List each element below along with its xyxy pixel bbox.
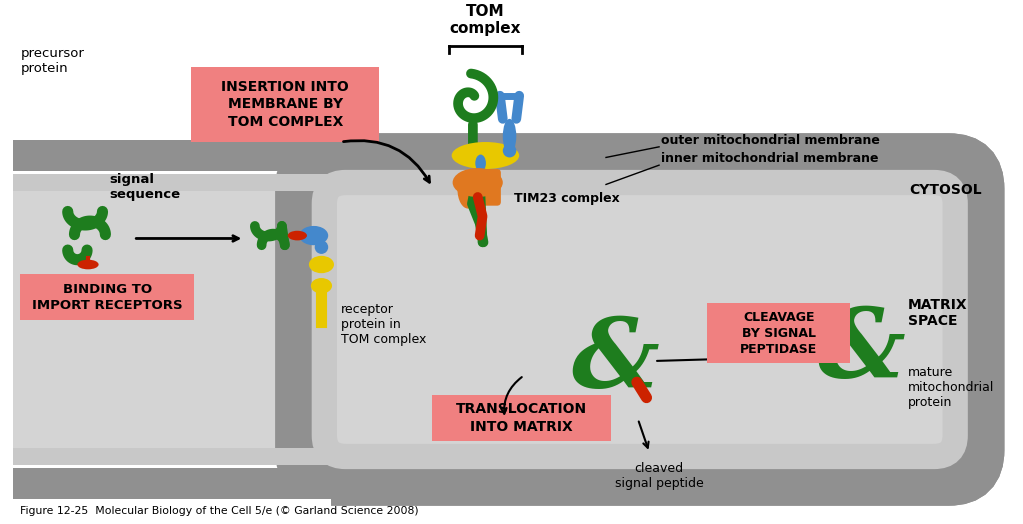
Text: CLEAVAGE
BY SIGNAL
PEPTIDASE: CLEAVAGE BY SIGNAL PEPTIDASE — [740, 311, 817, 355]
FancyBboxPatch shape — [707, 303, 850, 363]
Bar — [12, 447, 341, 465]
Text: Figure 12-25  Molecular Biology of the Cell 5/e (© Garland Science 2008): Figure 12-25 Molecular Biology of the Ce… — [20, 506, 419, 516]
Text: signal
sequence: signal sequence — [109, 173, 180, 201]
Bar — [12, 191, 341, 447]
FancyBboxPatch shape — [433, 395, 611, 441]
Text: CYTOSOL: CYTOSOL — [909, 182, 982, 196]
Text: receptor
protein in
TOM complex: receptor protein in TOM complex — [341, 303, 427, 346]
Text: TOM
complex: TOM complex — [450, 4, 521, 36]
Text: TIM23 complex: TIM23 complex — [515, 192, 620, 205]
Text: &: & — [572, 314, 660, 408]
Ellipse shape — [300, 226, 328, 245]
Bar — [12, 174, 341, 191]
Ellipse shape — [476, 155, 486, 172]
Circle shape — [502, 144, 517, 157]
FancyBboxPatch shape — [470, 169, 501, 206]
Ellipse shape — [452, 168, 502, 197]
FancyBboxPatch shape — [300, 157, 980, 482]
Bar — [12, 140, 331, 171]
FancyBboxPatch shape — [20, 274, 194, 321]
Text: outer mitochondrial membrane: outer mitochondrial membrane — [661, 134, 880, 147]
Ellipse shape — [287, 231, 307, 241]
Ellipse shape — [78, 260, 98, 269]
Circle shape — [315, 241, 328, 254]
FancyBboxPatch shape — [191, 67, 380, 142]
FancyBboxPatch shape — [324, 182, 955, 456]
Ellipse shape — [309, 256, 333, 273]
Bar — [12, 499, 331, 524]
Text: BINDING TO
IMPORT RECEPTORS: BINDING TO IMPORT RECEPTORS — [32, 283, 183, 312]
FancyBboxPatch shape — [332, 190, 947, 449]
Text: TRANSLOCATION
INTO MATRIX: TRANSLOCATION INTO MATRIX — [456, 402, 587, 433]
Ellipse shape — [311, 278, 332, 293]
Text: inner mitochondrial membrane: inner mitochondrial membrane — [661, 152, 879, 165]
Ellipse shape — [502, 119, 517, 154]
Bar — [12, 468, 331, 499]
Text: mature
mitochondrial
protein: mature mitochondrial protein — [908, 366, 994, 409]
Bar — [12, 18, 331, 140]
Bar — [12, 171, 331, 468]
Text: precursor
protein: precursor protein — [20, 48, 84, 75]
Ellipse shape — [452, 142, 520, 169]
Text: MATRIX
SPACE: MATRIX SPACE — [908, 298, 968, 329]
Text: INSERTION INTO
MEMBRANE BY
TOM COMPLEX: INSERTION INTO MEMBRANE BY TOM COMPLEX — [221, 80, 349, 129]
Text: cleaved
signal peptide: cleaved signal peptide — [615, 462, 704, 490]
Ellipse shape — [457, 170, 479, 209]
Text: &: & — [817, 304, 905, 398]
